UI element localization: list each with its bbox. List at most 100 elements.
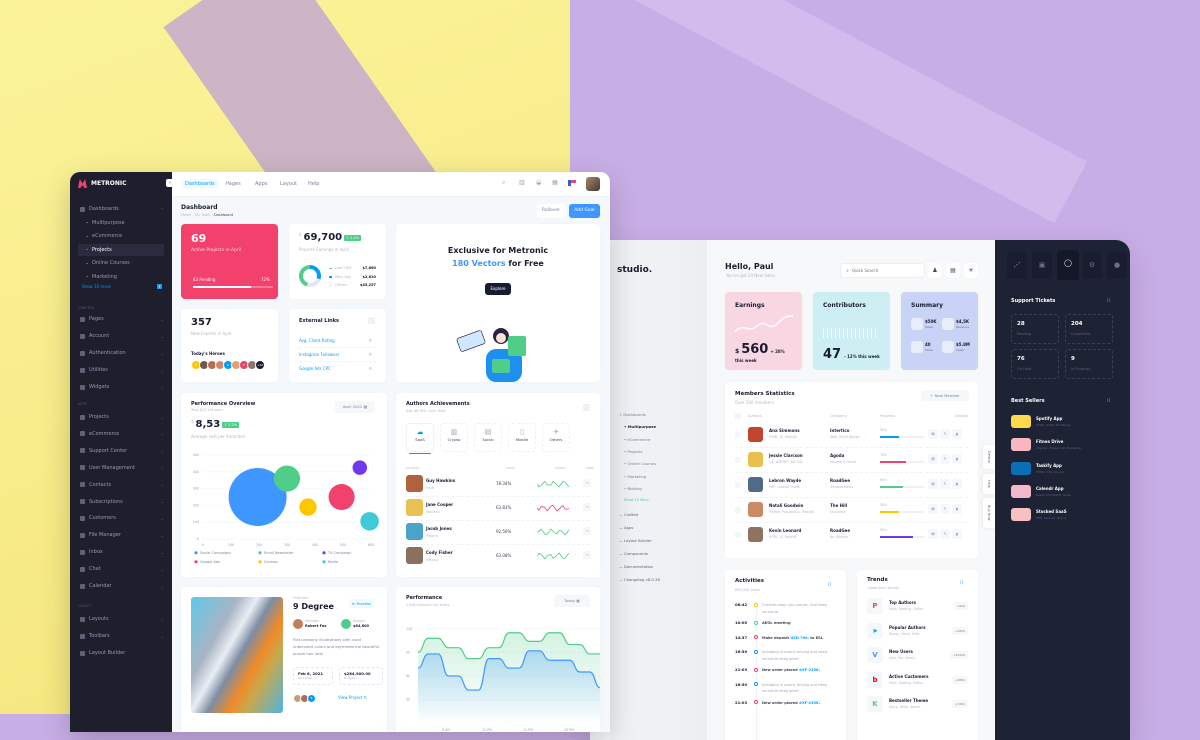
category-tab-crypto[interactable]: ▥ Crypto bbox=[440, 423, 468, 452]
external-link-icon[interactable]: ⇱ bbox=[369, 366, 373, 371]
sidebar-item-bidding[interactable]: • Bidding bbox=[624, 486, 642, 491]
trend-title[interactable]: Popular Authors bbox=[889, 624, 926, 630]
sidebar-item-ecommerce[interactable]: eCommerce bbox=[78, 230, 164, 242]
tab-layout[interactable]: Layout bbox=[280, 181, 297, 187]
sidebar-item-ecommerce[interactable]: eCommerce ⌄ bbox=[78, 428, 164, 440]
edit-icon[interactable]: ✎ bbox=[940, 454, 950, 464]
add-goal-button[interactable]: Add Goal bbox=[569, 204, 600, 218]
sidebar-item-toolbars[interactable]: Toolbars ⌄ bbox=[78, 630, 164, 642]
sidebar-item-ecommerce[interactable]: • eCommerce bbox=[624, 437, 650, 442]
new-member-button[interactable]: + New Member bbox=[921, 390, 969, 401]
search-icon[interactable]: ⌕ bbox=[502, 179, 506, 186]
side-tab-buy-now[interactable]: Buy Now bbox=[983, 498, 995, 528]
trend-title[interactable]: New Users bbox=[889, 649, 913, 654]
sidebar-item-multipurpose[interactable]: • Multipurpose bbox=[624, 424, 656, 429]
ticket-tile[interactable]: 9 In Progress bbox=[1065, 349, 1113, 379]
sidebar-item-user-management[interactable]: User Management ⌄ bbox=[78, 462, 164, 474]
breadcrumb-item[interactable]: My Team bbox=[194, 213, 211, 217]
sidebar-item-inbox[interactable]: Inbox ⌄ bbox=[78, 546, 164, 558]
tab-help[interactable]: Help bbox=[308, 181, 320, 187]
period-select[interactable]: Today ▦ bbox=[554, 595, 590, 607]
ticket-tile[interactable]: 204 Completed bbox=[1065, 314, 1113, 344]
view-arrow-button[interactable]: → bbox=[583, 551, 591, 559]
sidebar-item-components[interactable]: — Components bbox=[619, 551, 648, 556]
sidebar-item-chat[interactable]: Chat ⌄ bbox=[78, 563, 164, 575]
app-name[interactable]: Fitnes Drive bbox=[1036, 439, 1064, 445]
book-icon[interactable]: ▣ bbox=[1032, 252, 1052, 279]
member-name[interactable]: Lebron Wayde bbox=[769, 478, 802, 483]
sidebar-item-online-courses[interactable]: Online Courses bbox=[78, 257, 164, 269]
sidebar-item-online-courses[interactable]: • Online Courses bbox=[624, 461, 656, 466]
edit-icon[interactable]: ✎ bbox=[940, 529, 950, 539]
delete-icon[interactable]: ▮ bbox=[952, 529, 962, 539]
activity-link[interactable]: #XF-2356 bbox=[798, 700, 819, 705]
sidebar-item-changelog-v8-0-38[interactable]: — Changelog v8.0.38 bbox=[619, 577, 660, 582]
settings-icon[interactable]: ▤ bbox=[928, 504, 938, 514]
select-all-checkbox[interactable] bbox=[735, 413, 741, 419]
row-checkbox[interactable] bbox=[735, 507, 741, 513]
show-more-link[interactable]: Show 10 More bbox=[624, 498, 649, 503]
external-link[interactable]: Google Ads CPC bbox=[299, 366, 331, 371]
sidebar-item-projects[interactable]: • Projects bbox=[624, 449, 642, 454]
menu-icon[interactable]: ⁞⁞ bbox=[960, 580, 964, 586]
row-checkbox[interactable] bbox=[735, 482, 741, 488]
theme-toggle-icon[interactable]: ☀ bbox=[964, 263, 978, 278]
edit-icon[interactable]: ✎ bbox=[940, 429, 950, 439]
author-name[interactable]: Guy Hawkins bbox=[426, 478, 456, 483]
app-name[interactable]: Taskify App bbox=[1036, 462, 1062, 468]
activity-link[interactable]: #XF-2356 bbox=[798, 668, 819, 672]
app-name[interactable]: Calendr App bbox=[1036, 485, 1064, 491]
sidebar-item-support-center[interactable]: Support Center ⌄ bbox=[78, 445, 164, 457]
search-input[interactable] bbox=[851, 268, 912, 273]
menu-icon[interactable]: ⁞⁞ bbox=[1107, 298, 1111, 304]
activity-link[interactable]: USD 700 bbox=[790, 635, 808, 640]
trend-title[interactable]: Active Customers bbox=[889, 673, 929, 679]
sidebar-item-dashboards[interactable]: Dashboards ⌃ bbox=[78, 203, 164, 215]
chat-bubble-icon[interactable]: ● bbox=[1107, 252, 1127, 279]
sidebar-item-marketing[interactable]: Marketing bbox=[78, 271, 164, 283]
menu-icon[interactable]: ⁞⁞ bbox=[828, 582, 832, 588]
chat-icon[interactable]: ▤ bbox=[946, 263, 960, 278]
ticket-tile[interactable]: 76 On Hold bbox=[1011, 349, 1059, 379]
sidebar-item-file-manager[interactable]: File Manager ⌄ bbox=[78, 529, 164, 541]
author-name[interactable]: Jane Cooper bbox=[426, 502, 454, 507]
sidebar-item-projects[interactable]: Projects ⌄ bbox=[78, 411, 164, 423]
trend-title[interactable]: Bestseller Theme bbox=[889, 698, 929, 703]
settings-icon[interactable]: ▤ bbox=[928, 429, 938, 439]
rollover-button[interactable]: Rollover bbox=[537, 204, 565, 218]
sidebar-item-layouts[interactable]: Layouts ⌄ bbox=[78, 613, 164, 625]
sidebar-item-contacts[interactable]: Contacts ⌄ bbox=[78, 479, 164, 491]
period-select[interactable]: April 2022 ▦ bbox=[335, 401, 375, 413]
external-link-icon[interactable]: ⇱ bbox=[369, 338, 373, 343]
settings-icon[interactable]: ▤ bbox=[928, 479, 938, 489]
external-link-icon[interactable]: ⇱ bbox=[369, 352, 373, 357]
view-arrow-button[interactable]: → bbox=[583, 503, 591, 511]
trend-title[interactable]: Top Authors bbox=[889, 600, 917, 605]
app-name[interactable]: Spotify App bbox=[1036, 416, 1063, 421]
gear-icon[interactable]: ⚙ bbox=[1082, 252, 1102, 279]
external-link[interactable]: Instagram Followers bbox=[299, 352, 340, 357]
sidebar-item-marketing[interactable]: • Marketing bbox=[624, 474, 646, 479]
more-icon[interactable] bbox=[583, 404, 590, 411]
breadcrumb-item[interactable]: Home bbox=[181, 213, 192, 217]
view-arrow-button[interactable]: → bbox=[583, 527, 591, 535]
share-icon[interactable]: ⋰ bbox=[1007, 252, 1027, 279]
sidebar-item-apps[interactable]: — Apps bbox=[619, 525, 633, 530]
settings-icon[interactable]: ▤ bbox=[928, 454, 938, 464]
delete-icon[interactable]: ▮ bbox=[952, 504, 962, 514]
show-more-link[interactable]: Show 10 more bbox=[82, 284, 111, 289]
ticket-tile[interactable]: 28 Pending bbox=[1011, 314, 1059, 344]
side-tab-demos[interactable]: Demos bbox=[983, 445, 995, 469]
search-box[interactable]: ⌕ bbox=[840, 263, 925, 278]
category-tab-saas[interactable]: ☁ SaaS bbox=[406, 423, 434, 454]
settings-icon[interactable]: ▤ bbox=[928, 529, 938, 539]
sidebar-item-dashboards[interactable]: ⇩ Dashboards bbox=[619, 412, 646, 417]
sidebar-item-subscriptions[interactable]: Subscriptions ⌄ bbox=[78, 496, 164, 508]
edit-icon[interactable]: ✎ bbox=[940, 479, 950, 489]
row-checkbox[interactable] bbox=[735, 457, 741, 463]
category-tab-social[interactable]: ▤ Social bbox=[474, 423, 502, 452]
author-name[interactable]: Jacob Jones bbox=[426, 526, 452, 531]
view-project-link[interactable]: View Project ⇱ bbox=[338, 695, 368, 700]
member-name[interactable]: Ana Simmons bbox=[769, 428, 800, 433]
sidebar-item-pages[interactable]: Pages ⌄ bbox=[78, 313, 164, 325]
